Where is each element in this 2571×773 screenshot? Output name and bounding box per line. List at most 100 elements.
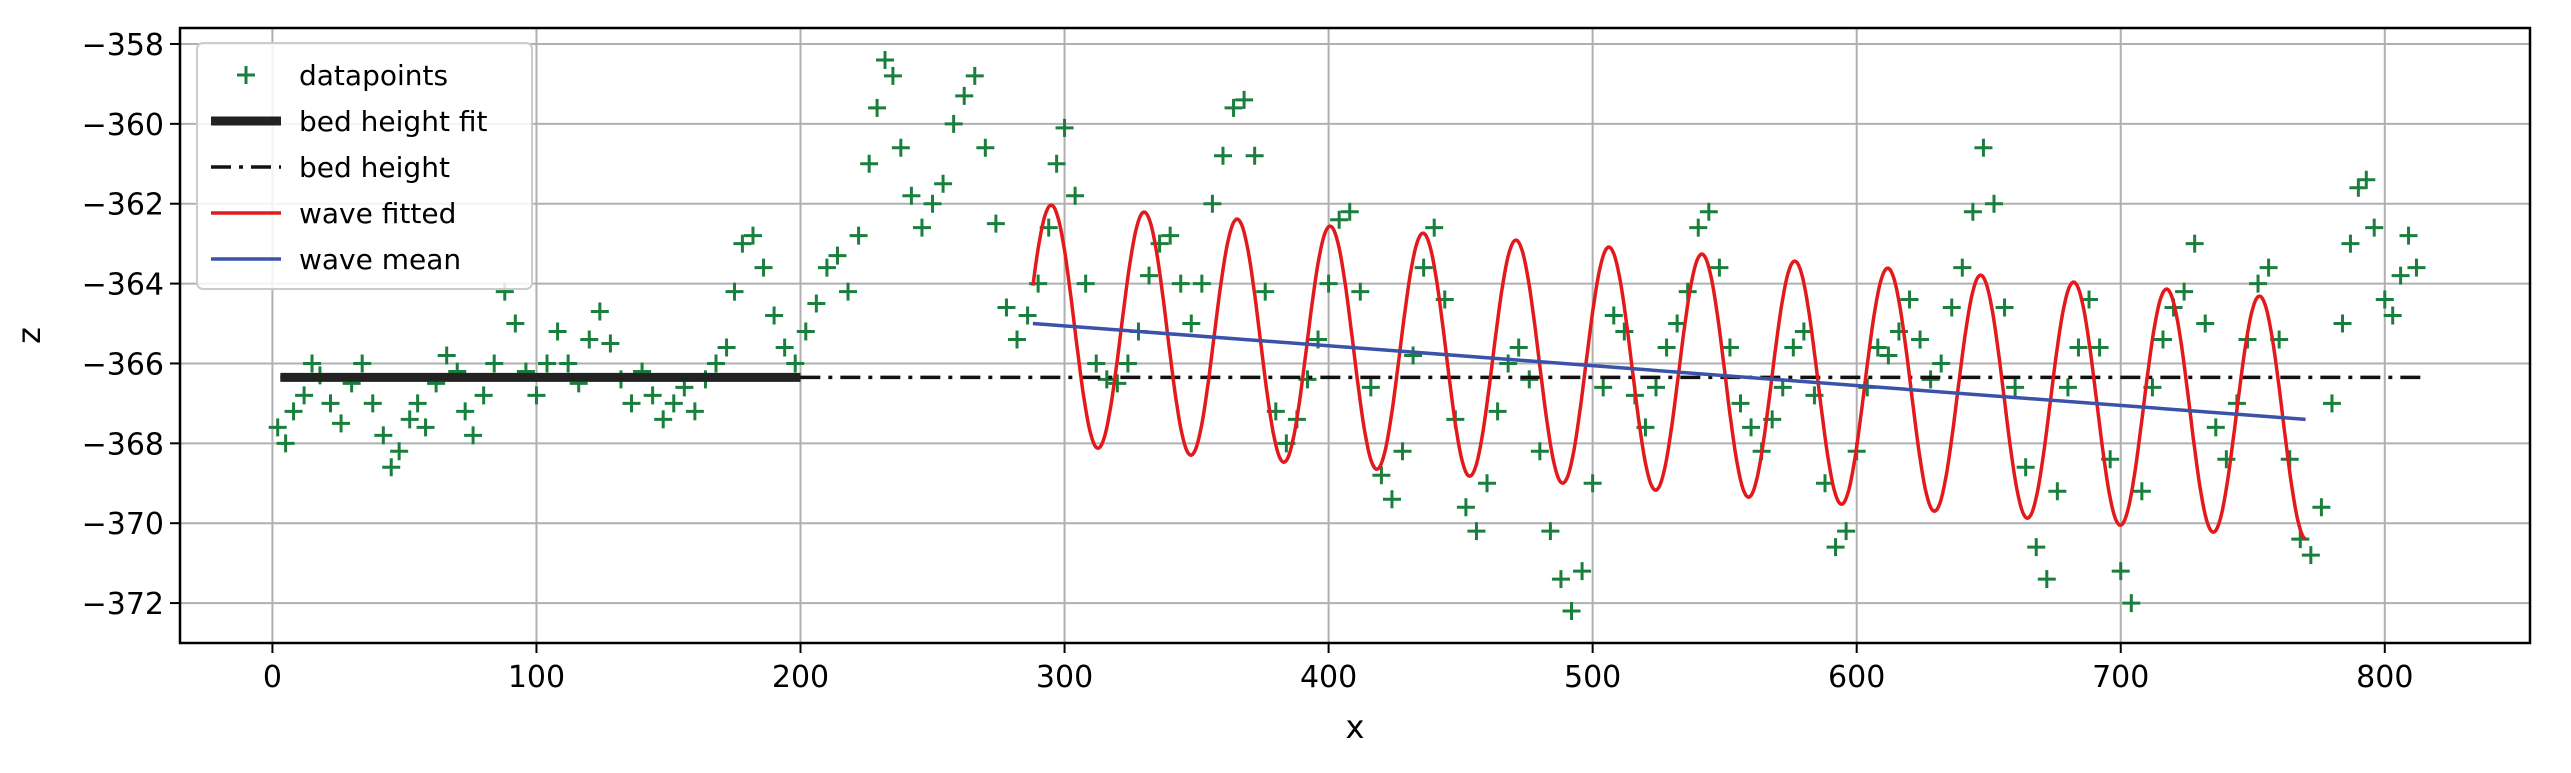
datapoint — [1108, 374, 1127, 393]
datapoint — [2312, 498, 2331, 517]
datapoint — [868, 98, 887, 117]
legend-label: bed height — [299, 151, 450, 184]
datapoint — [2357, 170, 2376, 189]
datapoint — [786, 354, 805, 373]
datapoint — [363, 394, 382, 413]
datapoint — [2333, 314, 2352, 333]
datapoint — [685, 402, 704, 421]
datapoint — [1224, 98, 1243, 117]
datapoint — [912, 218, 931, 237]
datapoint — [2383, 306, 2402, 325]
datapoint — [1953, 258, 1972, 277]
datapoint — [733, 234, 752, 253]
datapoint — [374, 426, 393, 445]
datapoint — [1066, 186, 1085, 205]
datapoint — [860, 154, 879, 173]
datapoint — [1047, 154, 1066, 173]
datapoint — [1018, 306, 1037, 325]
wave-mean-line — [1032, 321, 2306, 422]
datapoint — [965, 66, 984, 85]
plot-series — [268, 50, 2426, 621]
y-tick-label: −368 — [82, 427, 164, 462]
axis-ticks: 0 100 200 300 400 500 600 700 800 −372 −370 −368 −36… — [82, 28, 2414, 695]
x-tick-label: 0 — [263, 660, 282, 695]
datapoint — [1456, 498, 1475, 517]
datapoint — [2341, 234, 2360, 253]
datapoint — [1182, 314, 1201, 333]
datapoint — [2111, 562, 2130, 581]
datapoint — [2069, 338, 2088, 357]
datapoint — [2185, 234, 2204, 253]
wave-fitted-line — [1031, 203, 2307, 541]
legend-label: wave fitted — [299, 197, 456, 230]
y-tick-label: −360 — [82, 108, 164, 143]
x-tick-label: 100 — [508, 660, 565, 695]
datapoint — [1361, 378, 1380, 397]
legend-label: datapoints — [299, 59, 448, 92]
y-axis-label: z — [10, 327, 48, 344]
datapoint — [2058, 378, 2077, 397]
datapoint — [976, 138, 995, 157]
datapoint — [2365, 218, 2384, 237]
datapoint — [876, 50, 894, 69]
datapoint — [643, 386, 662, 405]
x-tick-label: 600 — [1828, 660, 1885, 695]
datapoint — [268, 418, 287, 437]
datapoint — [1097, 370, 1116, 389]
datapoint — [1668, 314, 1687, 333]
datapoint — [2259, 258, 2278, 277]
datapoint — [321, 394, 340, 413]
legend-marker-datapoints — [237, 66, 255, 84]
datapoint — [1008, 330, 1027, 349]
datapoint — [1520, 370, 1539, 389]
datapoint — [590, 302, 609, 321]
datapoint — [796, 322, 815, 341]
datapoint — [2153, 330, 2172, 349]
y-tick-label: −366 — [82, 347, 164, 382]
datapoint — [601, 334, 620, 353]
datapoint — [754, 258, 773, 277]
datapoint — [2391, 266, 2410, 285]
datapoint — [817, 258, 836, 277]
datapoint — [1551, 570, 1570, 589]
datapoint — [743, 226, 762, 245]
datapoint — [2175, 282, 2194, 301]
datapoint — [725, 282, 744, 301]
datapoint — [1984, 194, 2003, 213]
datapoint — [1784, 338, 1803, 357]
datapoint — [1192, 274, 1211, 293]
datapoint — [1932, 354, 1951, 373]
datapoint — [1699, 202, 1718, 221]
datapoint — [1594, 378, 1613, 397]
datapoint — [1826, 538, 1845, 557]
datapoint — [1076, 274, 1095, 293]
datapoint — [1742, 418, 1761, 437]
x-axis-label: x — [1346, 708, 1365, 746]
datapoint — [1900, 290, 1919, 309]
datapoint — [1372, 466, 1391, 485]
datapoint — [1467, 522, 1486, 541]
datapoint — [1351, 282, 1370, 301]
datapoint — [2132, 482, 2151, 501]
datapoint — [717, 338, 736, 357]
x-tick-label: 200 — [772, 660, 829, 695]
datapoint — [1837, 522, 1856, 541]
datapoint — [408, 394, 427, 413]
datapoint — [1140, 266, 1159, 285]
datapoint — [1203, 194, 1222, 213]
datapoint — [332, 414, 351, 433]
datapoints-series — [268, 50, 2426, 621]
datapoint — [765, 306, 784, 325]
datapoint — [1509, 338, 1528, 357]
datapoint — [1710, 258, 1729, 277]
datapoint — [485, 354, 504, 373]
y-tick-label: −358 — [82, 28, 164, 63]
datapoint — [1245, 146, 1264, 165]
datapoint — [2037, 570, 2056, 589]
datapoint — [2249, 274, 2268, 293]
datapoint — [944, 114, 963, 133]
datapoint — [986, 214, 1005, 233]
datapoint — [622, 394, 641, 413]
datapoint — [902, 186, 921, 205]
